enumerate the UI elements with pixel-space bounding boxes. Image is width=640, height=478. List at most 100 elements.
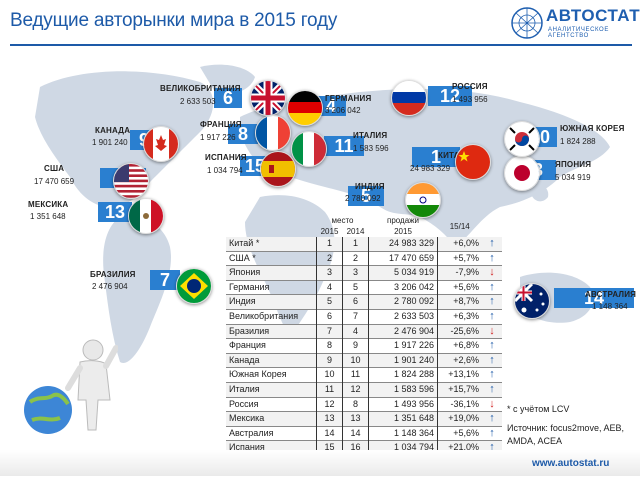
country-sales-value: 24 983 329 [410, 164, 451, 173]
country-name: ВЕЛИКОБРИТАНИЯ [160, 84, 241, 93]
cell-place-2014: 12 [342, 382, 369, 398]
table-row: Бразилия 7 4 2 476 904 -25,6% ↓ [226, 324, 502, 339]
table-row: Мексика 13 13 1 351 648 +19,0% ↑ [226, 411, 502, 427]
country-name: БРАЗИЛИЯ [90, 270, 136, 279]
country-sales-value: 5 034 919 [555, 173, 591, 182]
table-row: Великобритания 6 7 2 633 503 +6,3% ↑ [226, 309, 502, 325]
cell-sales: 1 901 240 [368, 353, 438, 368]
cell-place-2014: 9 [342, 338, 369, 354]
cell-place-2015: 4 [316, 280, 343, 295]
cell-sales: 1 583 596 [368, 382, 438, 398]
rank-badge: 4 [316, 96, 346, 116]
header-sales-year: 2015 [394, 227, 412, 236]
cell-sales: 1 351 648 [368, 411, 438, 427]
header-change: 15/14 [449, 221, 470, 231]
arrow-up-icon: ↑ [489, 368, 495, 381]
usa-flag-icon [113, 163, 149, 199]
country-name: ЯПОНИЯ [555, 160, 592, 169]
table-row: Индия 5 6 2 780 092 +8,7% ↑ [226, 294, 502, 310]
rank-badge: 12 [428, 86, 472, 106]
cell-change: -7,9% [455, 267, 479, 278]
table-row: Австралия 14 14 1 148 364 +5,6% ↑ [226, 426, 502, 441]
cell-country: Россия [226, 397, 317, 412]
table-row: Россия 12 8 1 493 956 -36,1% ↓ [226, 397, 502, 412]
cell-sales: 2 476 904 [368, 324, 438, 339]
arrow-up-icon: ↑ [489, 426, 495, 439]
arrow-down-icon: ↓ [489, 266, 495, 279]
cell-change: +13,1% [448, 369, 479, 380]
cell-place-2014: 11 [342, 367, 369, 383]
cell-place-2015: 12 [316, 397, 343, 412]
cell-country: Южная Корея [226, 367, 317, 383]
india-flag-icon [405, 182, 441, 218]
table-row: Япония 3 3 5 034 919 -7,9% ↓ [226, 265, 502, 281]
country-sales-value: 2 476 904 [92, 282, 128, 291]
country-sales-value: 1 351 648 [30, 212, 66, 221]
footnote: * с учётом LCV [507, 404, 570, 414]
arrow-up-icon: ↑ [489, 412, 495, 425]
cell-place-2014: 3 [342, 265, 369, 281]
country-name: РОССИЯ [452, 82, 488, 91]
canada-flag-icon [143, 126, 179, 162]
russia-flag-icon [391, 80, 427, 116]
rank-badge: 5 [348, 186, 384, 206]
country-sales-value: 1 917 226 [200, 133, 236, 142]
arrow-up-icon: ↑ [489, 382, 495, 395]
site-link[interactable]: www.autostat.ru [532, 458, 610, 469]
cell-change: +5,6% [453, 281, 479, 292]
cell-change: +8,7% [453, 296, 479, 307]
cell-place-2015: 11 [316, 382, 343, 398]
arrow-up-icon: ↑ [489, 353, 495, 366]
country-sales-value: 1 148 364 [592, 302, 628, 311]
cell-place-2014: 14 [342, 426, 369, 441]
cell-place-2014: 7 [342, 309, 369, 325]
rank-badge: 8 [228, 124, 258, 144]
cell-change: +15,7% [448, 383, 479, 394]
country-sales-value: 17 470 659 [34, 177, 75, 186]
table-row: Южная Корея 10 11 1 824 288 +13,1% ↑ [226, 367, 502, 383]
globe-icon [24, 386, 72, 434]
mexico-flag-icon [128, 198, 164, 234]
country-sales-value: 2 633 503 [180, 97, 216, 106]
cell-place-2014: 6 [342, 294, 369, 310]
cell-place-2015: 3 [316, 265, 343, 281]
cell-place-2015: 1 [316, 237, 343, 252]
cell-country: Франция [226, 338, 317, 354]
cell-change: +5,6% [453, 427, 479, 438]
cell-country: Канада [226, 353, 317, 368]
footer-bar [0, 450, 640, 476]
cell-country: США * [226, 251, 317, 266]
country-name: ФРАНЦИЯ [200, 120, 242, 129]
arrow-up-icon: ↑ [489, 309, 495, 322]
cell-country: Великобритания [226, 309, 317, 325]
table-row: Канада 9 10 1 901 240 +2,6% ↑ [226, 353, 502, 368]
header-place: место [331, 216, 354, 225]
cell-place-2015: 9 [316, 353, 343, 368]
table-row: Германия 4 5 3 206 042 +5,6% ↑ [226, 280, 502, 295]
rank-badge: 6 [214, 88, 242, 108]
country-name: МЕКСИКА [28, 200, 69, 209]
cell-sales: 5 034 919 [368, 265, 438, 281]
cell-place-2014: 4 [342, 324, 369, 339]
cell-change: +6,3% [453, 310, 479, 321]
cell-place-2015: 14 [316, 426, 343, 441]
rank-badge: 14 [554, 288, 634, 308]
australia-flag-icon [514, 283, 550, 319]
cell-country: Австралия [226, 426, 317, 441]
uk-flag-icon [250, 80, 286, 116]
cell-place-2014: 2 [342, 251, 369, 266]
country-name: ИНДИЯ [355, 182, 385, 191]
cell-change: -25,6% [450, 325, 479, 336]
cell-place-2014: 13 [342, 411, 369, 427]
cell-place-2015: 6 [316, 309, 343, 325]
cell-place-2014: 5 [342, 280, 369, 295]
cell-country: Китай * [226, 237, 317, 252]
cell-sales: 1 493 956 [368, 397, 438, 412]
cell-sales: 3 206 042 [368, 280, 438, 295]
cell-country: Мексика [226, 411, 317, 427]
arrow-up-icon: ↑ [489, 339, 495, 352]
table-row: Франция 8 9 1 917 226 +6,8% ↑ [226, 338, 502, 354]
table-row: Италия 11 12 1 583 596 +15,7% ↑ [226, 382, 502, 398]
cell-change: +6,8% [453, 340, 479, 351]
source-note: Источник: focus2move, AEB, AMDA, ACEA [507, 423, 624, 446]
